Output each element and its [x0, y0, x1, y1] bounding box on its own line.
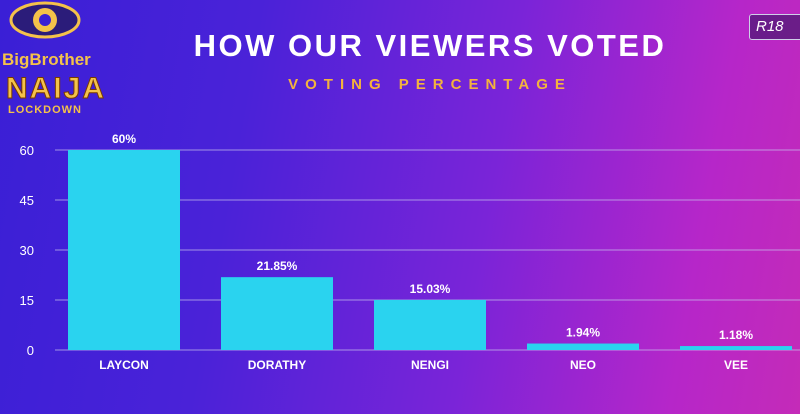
- x-tick-label: NEO: [570, 358, 596, 372]
- x-tick-label: NENGI: [411, 358, 449, 372]
- x-tick-label: LAYCON: [99, 358, 149, 372]
- bar: [374, 299, 486, 350]
- big-brother-naija-logo: BigBrother NAIJA LOCKDOWN: [2, 1, 106, 116]
- bar: [680, 346, 792, 350]
- data-label: 1.18%: [719, 328, 753, 342]
- y-tick-label: 0: [27, 343, 34, 358]
- logo-line1: BigBrother: [2, 50, 91, 69]
- bar: [221, 277, 333, 350]
- logo-line2: NAIJA: [6, 72, 106, 105]
- logo-line3: LOCKDOWN: [8, 104, 82, 116]
- data-label: 60%: [112, 132, 136, 146]
- bar: [527, 343, 639, 350]
- rating-badge: R18: [749, 14, 800, 40]
- chart-subtitle: VOTING PERCENTAGE: [288, 76, 572, 93]
- x-tick-label: VEE: [724, 358, 748, 372]
- y-tick-label: 60: [20, 143, 34, 158]
- eye-icon: [9, 1, 81, 39]
- data-label: 21.85%: [257, 259, 298, 273]
- y-tick-label: 45: [20, 193, 34, 208]
- data-label: 1.94%: [566, 326, 600, 340]
- chart-title: HOW OUR VIEWERS VOTED: [193, 28, 667, 63]
- y-tick-label: 30: [20, 243, 34, 258]
- data-label: 15.03%: [410, 282, 451, 296]
- y-tick-label: 15: [20, 293, 34, 308]
- bar: [68, 150, 180, 350]
- x-tick-label: DORATHY: [248, 358, 306, 372]
